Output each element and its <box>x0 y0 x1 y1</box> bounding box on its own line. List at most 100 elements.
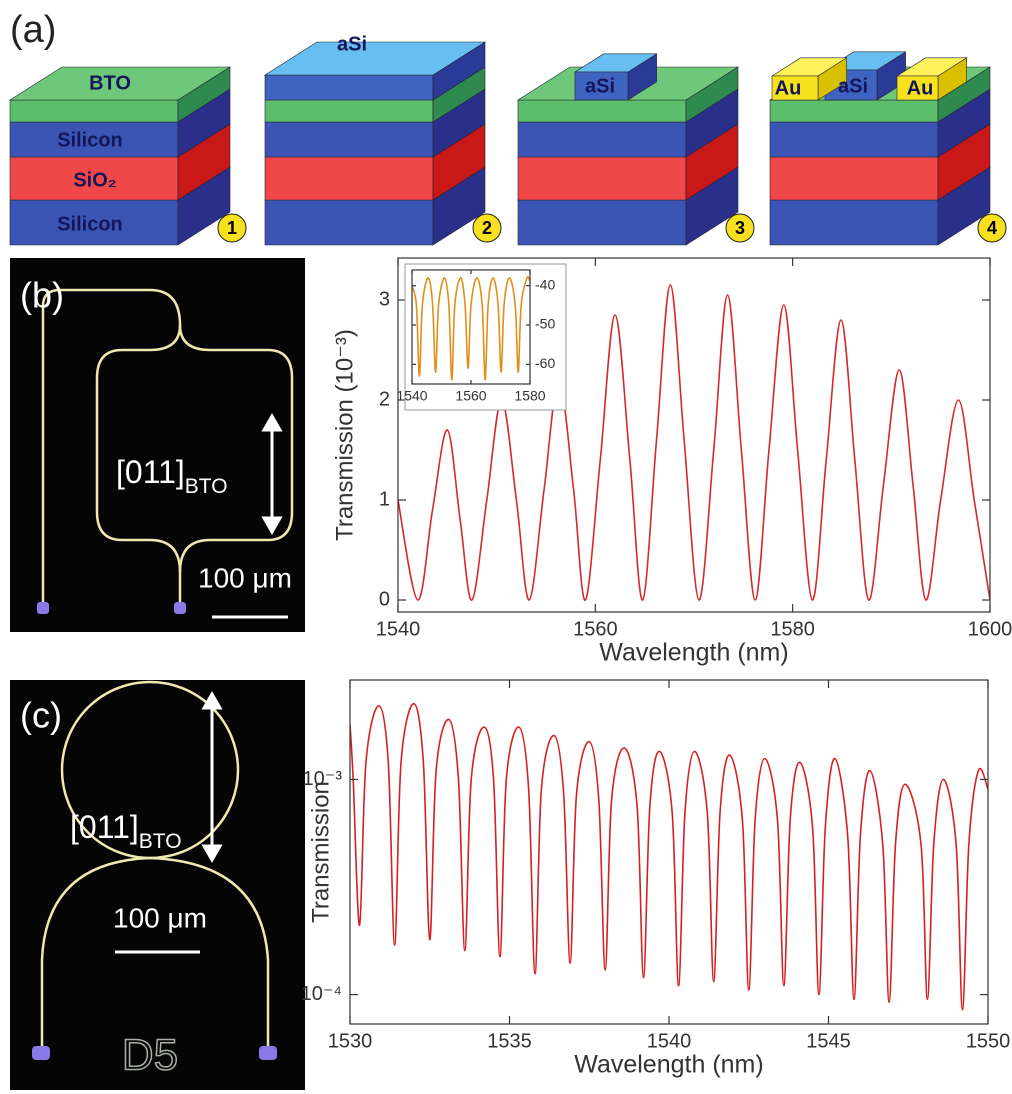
asi-top <box>263 41 487 76</box>
y-tick-label: -60 <box>535 355 555 371</box>
x-axis-label: Wavelength (nm) <box>574 1051 763 1079</box>
pad <box>32 1046 50 1060</box>
silicon-front <box>769 121 939 158</box>
scale-label: 100 μm <box>198 562 292 593</box>
data-line <box>412 275 530 381</box>
y-axis-label: Transmission (10⁻³) <box>331 329 358 541</box>
panel-label: (a) <box>10 9 56 51</box>
sio2-front <box>264 156 434 201</box>
sio2-front <box>517 156 687 201</box>
x-tick-label: 1560 <box>455 387 486 403</box>
chart: 1530 1535 1540 1545 1550 10⁻³ 10⁻⁴ Wavelength (… <box>301 679 1011 1079</box>
silicon-front <box>769 199 939 246</box>
direction-label: [011]BTO <box>116 454 228 497</box>
layer-label: Au <box>907 77 934 99</box>
step-number: 3 <box>735 218 745 238</box>
stack: 3 <box>516 53 755 246</box>
data-line <box>350 702 988 1011</box>
au-ridge-front <box>771 75 819 101</box>
scale-label: 100 μm <box>113 902 207 933</box>
x-tick-label: 1600 <box>968 618 1012 640</box>
x-tick-label: 1540 <box>647 1030 692 1052</box>
x-tick-label: 1530 <box>328 1030 373 1052</box>
step-number: 1 <box>227 218 237 238</box>
stack: 2 <box>263 41 502 246</box>
chart: 1540 1560 1580 1600 0 1 2 3 Wavelength (nm) Trans… <box>331 257 1012 667</box>
silicon-front <box>264 199 434 246</box>
direction-label: [011]BTO <box>70 809 182 852</box>
plot-frame <box>397 257 991 613</box>
step-badge <box>977 213 1007 243</box>
x-tick-label: 1535 <box>487 1030 532 1052</box>
layer-label: Silicon <box>57 213 123 235</box>
x-tick-label: 1580 <box>514 387 545 403</box>
y-tick-label: 10⁻³ <box>303 768 343 790</box>
asi-front <box>264 74 434 101</box>
x-tick-label: 1545 <box>806 1030 851 1052</box>
chart: 1540 1560 1580 -40 -50 -60 <box>396 263 567 411</box>
y-tick-label: -40 <box>535 276 555 292</box>
step-badge <box>472 213 502 243</box>
bto-front <box>264 99 434 123</box>
micrograph <box>10 680 305 1090</box>
silicon-front <box>517 121 687 158</box>
pad <box>174 602 186 614</box>
step-badge <box>217 213 247 243</box>
layer-label: SiO₂ <box>73 169 116 191</box>
waveguide <box>40 680 270 1050</box>
step-number: 4 <box>987 218 997 238</box>
x-tick-label: 1540 <box>396 387 427 403</box>
panel-label: (b) <box>20 275 64 316</box>
direction-arrow <box>201 690 223 864</box>
silicon-front <box>517 199 687 246</box>
au-ridge-front <box>896 75 939 101</box>
panel-label: (c) <box>20 695 62 736</box>
asi-ridge-front <box>574 71 629 101</box>
silicon-front <box>264 121 434 158</box>
x-axis-label: Wavelength (nm) <box>599 639 788 667</box>
layer-label: aSi <box>337 33 367 55</box>
layer-label: BTO <box>89 72 131 94</box>
plot-area <box>398 284 990 601</box>
x-tick-label: 1540 <box>376 618 421 640</box>
layer-label: Au <box>775 77 802 99</box>
step-badge <box>725 213 755 243</box>
y-tick-label: -50 <box>535 316 555 332</box>
layer-label: Silicon <box>57 129 123 151</box>
y-tick-label: 3 <box>379 288 390 310</box>
micrograph <box>10 258 305 632</box>
direction: [011] <box>70 809 139 845</box>
waveguide <box>41 288 294 606</box>
bto-front <box>9 99 179 123</box>
x-tick-label: 1560 <box>573 618 618 640</box>
y-tick-label: 0 <box>379 588 390 610</box>
x-tick-label: 1580 <box>770 618 815 640</box>
charts: 1540 1560 1580 1600 0 1 2 3 Wavelength (nm) Trans… <box>301 257 1012 1079</box>
sio2-front <box>769 156 939 201</box>
inset-background <box>404 263 567 411</box>
bto-top <box>8 66 232 101</box>
direction: [011] <box>116 454 185 490</box>
y-tick-label: 1 <box>379 488 390 510</box>
plot-area <box>350 702 988 1011</box>
bto-front <box>517 99 687 123</box>
step-number: 2 <box>482 218 492 238</box>
pad <box>37 602 49 614</box>
layer-label: aSi <box>838 75 868 97</box>
layer-label: aSi <box>585 75 615 97</box>
y-axis-label: Transmission <box>307 781 334 923</box>
direction-subscript: BTO <box>139 830 182 853</box>
plot-frame <box>349 679 989 1025</box>
direction-subscript: BTO <box>185 475 228 498</box>
chip-label: D5 <box>122 1031 178 1080</box>
data-line <box>398 284 990 601</box>
pad <box>259 1046 277 1060</box>
stack: 4 <box>768 51 1007 246</box>
plot-area <box>412 275 530 381</box>
bto-front <box>769 99 939 123</box>
y-tick-label: 2 <box>379 388 390 410</box>
x-tick-label: 1550 <box>966 1030 1011 1052</box>
stack: 1 <box>8 66 247 246</box>
fabrication-steps: 1 2 3 4 BTO Silicon SiO₂ Silicon aSi aSi Au aSi Au <box>8 33 1007 246</box>
